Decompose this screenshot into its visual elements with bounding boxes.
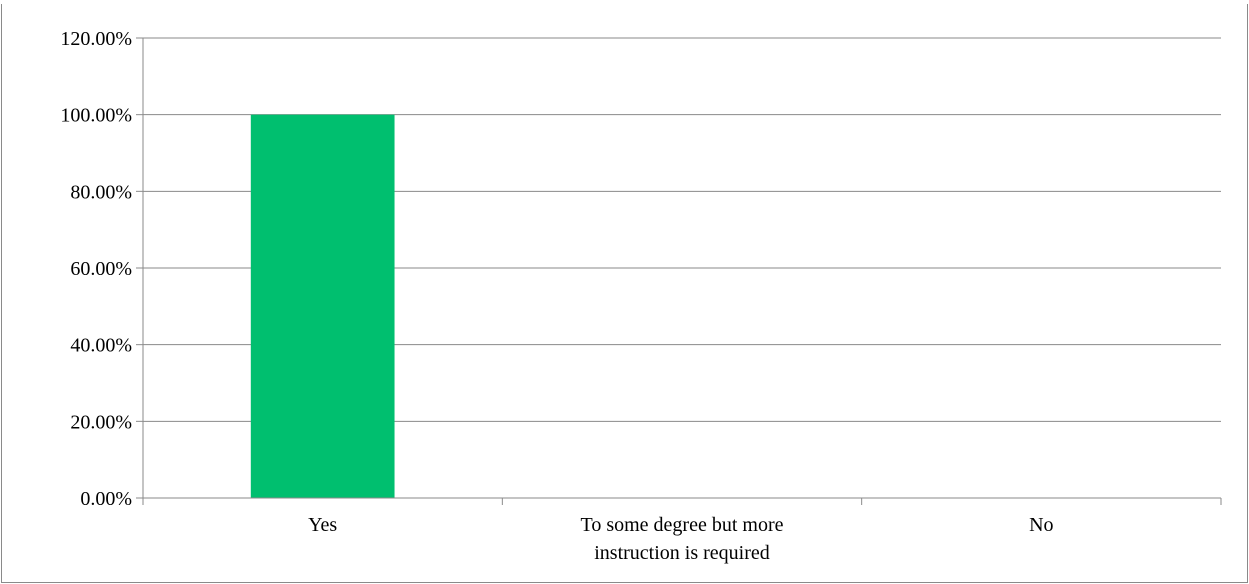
bars — [250, 114, 395, 499]
x-axis-tick-labels: Yes To some degree but more instruction is… — [308, 514, 1053, 564]
y-tick-label: 0.00% — [80, 488, 132, 510]
y-axis-tick-labels: 0.00% 20.00% 40.00% 60.00% 80.00% 100.00% 120.… — [60, 28, 132, 510]
y-tick-label: 100.00% — [60, 105, 132, 127]
y-tick-label: 20.00% — [70, 411, 132, 433]
x-tick-label: To some degree but more instruction is re… — [581, 514, 784, 564]
y-tick-label: 60.00% — [70, 258, 132, 280]
chart-frame — [1, 4, 1248, 583]
x-tick-label: No — [1029, 514, 1053, 536]
y-tick-label: 80.00% — [70, 181, 132, 203]
y-tick-label: 40.00% — [70, 335, 132, 357]
x-tick-label: Yes — [308, 514, 337, 536]
axes — [136, 37, 1222, 505]
y-tick-label: 120.00% — [60, 28, 132, 50]
bar-0 — [250, 114, 395, 499]
